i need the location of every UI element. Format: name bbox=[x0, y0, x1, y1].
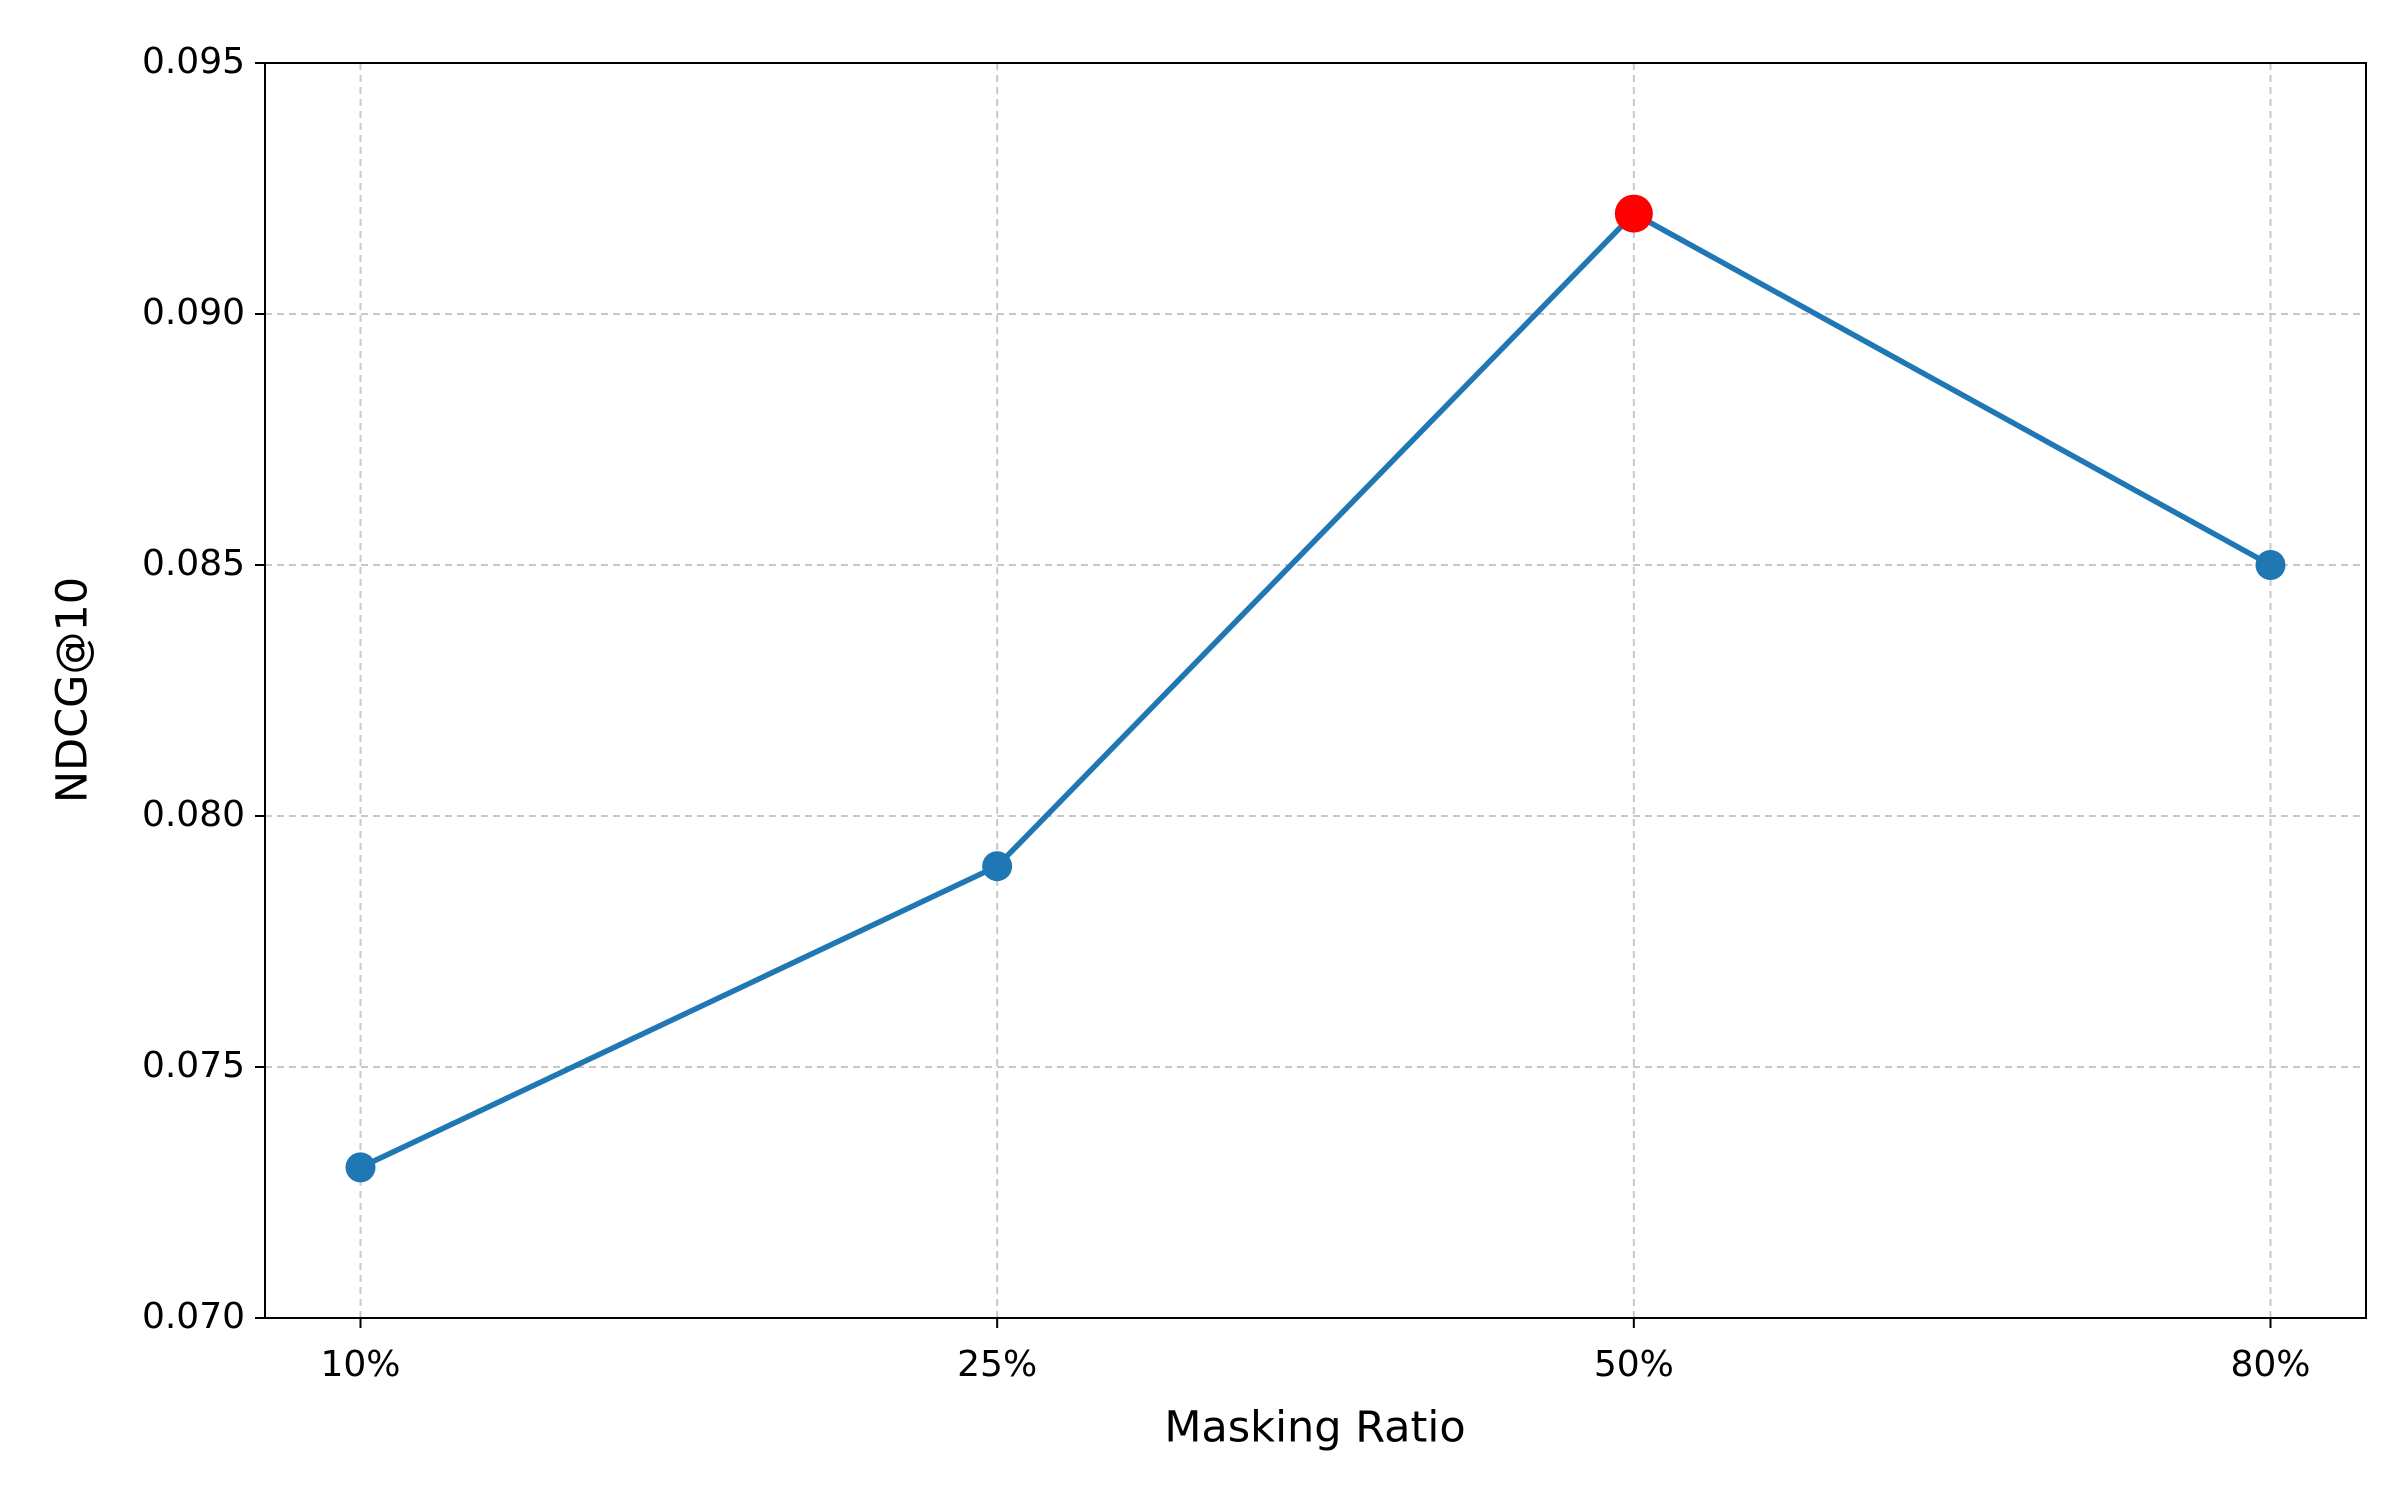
y-tick-label: 0.085 bbox=[142, 543, 245, 584]
marker bbox=[982, 851, 1013, 882]
marker bbox=[345, 1152, 376, 1183]
plot-frame bbox=[264, 62, 2367, 1319]
line bbox=[359, 210, 2272, 1170]
marker bbox=[2255, 550, 2286, 580]
y-tick-label: 0.075 bbox=[142, 1045, 245, 1086]
y-tick-label: 0.090 bbox=[142, 292, 245, 333]
marker bbox=[1614, 194, 1653, 233]
y-tick-label: 0.080 bbox=[142, 794, 245, 835]
x-tick-label: 80% bbox=[2230, 1344, 2310, 1385]
x-axis-label: Masking Ratio bbox=[1164, 1403, 1465, 1453]
y-tick-label: 0.070 bbox=[142, 1296, 245, 1337]
x-tick-label: 10% bbox=[320, 1344, 400, 1385]
y-tick-label: 0.095 bbox=[142, 41, 245, 82]
y-axis-label: NDCG@10 bbox=[48, 577, 98, 803]
x-tick-label: 25% bbox=[957, 1344, 1037, 1385]
x-tick-label: 50% bbox=[1594, 1344, 1674, 1385]
